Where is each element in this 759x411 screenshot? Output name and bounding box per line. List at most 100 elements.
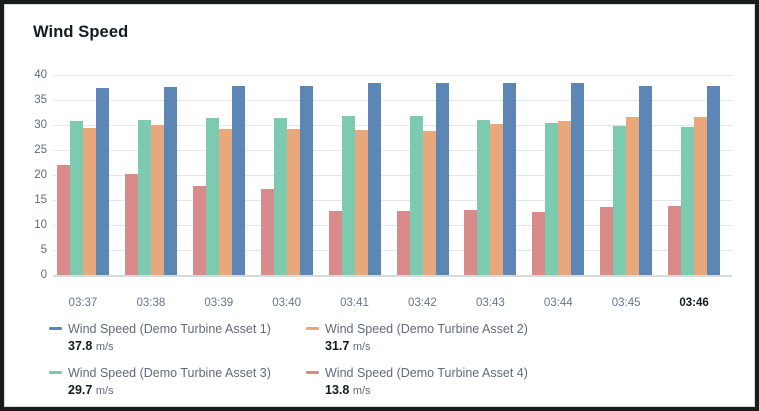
bar[interactable] [273, 118, 287, 275]
legend-series-name: Wind Speed (Demo Turbine Asset 2) [325, 322, 528, 336]
legend-value-unit: m/s [95, 384, 114, 397]
y-axis-tick-label: 5 [40, 244, 47, 256]
bar[interactable] [532, 212, 546, 275]
y-axis-tick-label: 20 [34, 169, 47, 181]
gridline [53, 225, 732, 226]
x-axis-tick-label: 03:38 [136, 297, 166, 309]
bar-group[interactable] [532, 75, 585, 275]
legend-series-value: 31.7 m/s [325, 338, 528, 355]
bar[interactable] [124, 173, 138, 275]
y-axis-tick-label: 0 [40, 269, 47, 281]
legend-series-value: 29.7 m/s [68, 382, 271, 399]
bar[interactable] [571, 83, 585, 275]
bar[interactable] [422, 130, 436, 275]
bar[interactable] [354, 129, 368, 275]
y-axis-tick-label: 30 [34, 119, 47, 131]
legend-series-name: Wind Speed (Demo Turbine Asset 3) [68, 366, 271, 381]
legend-series-name: Wind Speed (Demo Turbine Asset 1) [68, 322, 271, 336]
bar[interactable] [464, 210, 478, 275]
bar[interactable] [150, 125, 164, 275]
x-axis-tick-label: 03:44 [543, 297, 573, 309]
bar-group[interactable] [124, 75, 177, 275]
gridline [53, 75, 732, 76]
gridline [53, 200, 732, 201]
legend-item[interactable]: Wind Speed (Demo Turbine Asset 3) 29.7 m/… [49, 365, 306, 398]
legend-item[interactable]: Wind Speed (Demo Turbine Asset 1) 37.8 m/… [49, 321, 306, 354]
x-axis-tick-label: 03:46 [679, 297, 709, 309]
bar-group[interactable] [464, 75, 517, 275]
bar[interactable] [639, 85, 653, 275]
bar[interactable] [600, 207, 614, 275]
bar[interactable] [396, 210, 410, 275]
legend-item[interactable]: Wind Speed (Demo Turbine Asset 4) 13.8 m/… [306, 365, 563, 398]
bar[interactable] [626, 117, 640, 275]
gridline [53, 125, 732, 126]
bar[interactable] [205, 118, 219, 275]
bar-group[interactable] [600, 75, 653, 275]
bar[interactable] [707, 85, 721, 275]
legend-series-value: 37.8 m/s [68, 338, 271, 355]
bar[interactable] [694, 116, 708, 275]
legend-swatch-icon [306, 327, 319, 330]
x-axis-tick-label: 03:40 [272, 297, 302, 309]
bar[interactable] [218, 128, 232, 275]
gridline [53, 100, 732, 101]
legend-value-number: 13.8 [325, 382, 350, 397]
page-title: Wind Speed [33, 23, 129, 41]
legend-series-value: 13.8 m/s [325, 382, 528, 399]
bar[interactable] [503, 82, 517, 275]
legend-value-number: 31.7 [325, 338, 350, 353]
bar-group[interactable] [396, 75, 449, 275]
y-axis-tick-label: 10 [34, 219, 47, 231]
bar[interactable] [299, 86, 313, 275]
bar[interactable] [192, 185, 206, 275]
bar[interactable] [96, 88, 109, 275]
bar[interactable] [613, 126, 627, 275]
gridline [53, 175, 732, 176]
y-axis-tick-label: 40 [34, 69, 47, 81]
legend-value-number: 37.8 [68, 338, 93, 353]
gridlines [53, 75, 732, 295]
bar[interactable] [681, 126, 695, 275]
bar[interactable] [83, 127, 96, 275]
chart-card: Wind Speed 0 5 10 15 20 25 30 35 40 03:37 03:38 03… [4, 4, 755, 407]
bar-group[interactable] [668, 75, 721, 275]
legend-series-name: Wind Speed (Demo Turbine Asset 4) [325, 366, 528, 381]
legend-value-number: 29.7 [68, 382, 93, 397]
bar[interactable] [367, 83, 381, 275]
bar[interactable] [435, 83, 449, 275]
x-axis-tick-label: 03:45 [611, 297, 641, 309]
legend-item[interactable]: Wind Speed (Demo Turbine Asset 2) 31.7 m/… [306, 321, 563, 354]
legend-swatch-icon [306, 371, 319, 375]
bar[interactable] [260, 189, 274, 275]
legend-swatch-icon [49, 327, 62, 330]
bar[interactable] [545, 122, 559, 275]
bar[interactable] [70, 121, 83, 275]
bar[interactable] [328, 211, 342, 275]
bar-group[interactable] [192, 75, 245, 275]
bar[interactable] [490, 124, 504, 275]
gridline [53, 150, 732, 151]
bar-group[interactable] [57, 75, 109, 275]
bar[interactable] [231, 86, 245, 275]
legend-value-unit: m/s [95, 340, 114, 353]
gridline [53, 275, 732, 277]
bar[interactable] [668, 206, 682, 275]
bar[interactable] [57, 165, 70, 275]
bar[interactable] [409, 115, 423, 275]
bar-group[interactable] [328, 75, 381, 275]
x-axis: 03:37 03:38 03:39 03:40 03:41 03:42 03:43 03:44… [53, 297, 732, 317]
x-axis-tick-label: 03:43 [475, 297, 505, 309]
x-axis-tick-label: 03:37 [68, 297, 98, 309]
bar[interactable] [163, 86, 177, 275]
bar[interactable] [137, 119, 151, 275]
y-axis-tick-label: 15 [34, 194, 47, 206]
bar[interactable] [558, 121, 572, 275]
bar[interactable] [286, 128, 300, 275]
y-axis-tick-label: 25 [34, 144, 47, 156]
bar-group[interactable] [260, 75, 313, 275]
bar[interactable] [477, 119, 491, 275]
x-axis-tick-label: 03:41 [340, 297, 369, 309]
bar[interactable] [341, 115, 355, 275]
y-axis: 0 5 10 15 20 25 30 35 40 [5, 69, 53, 295]
